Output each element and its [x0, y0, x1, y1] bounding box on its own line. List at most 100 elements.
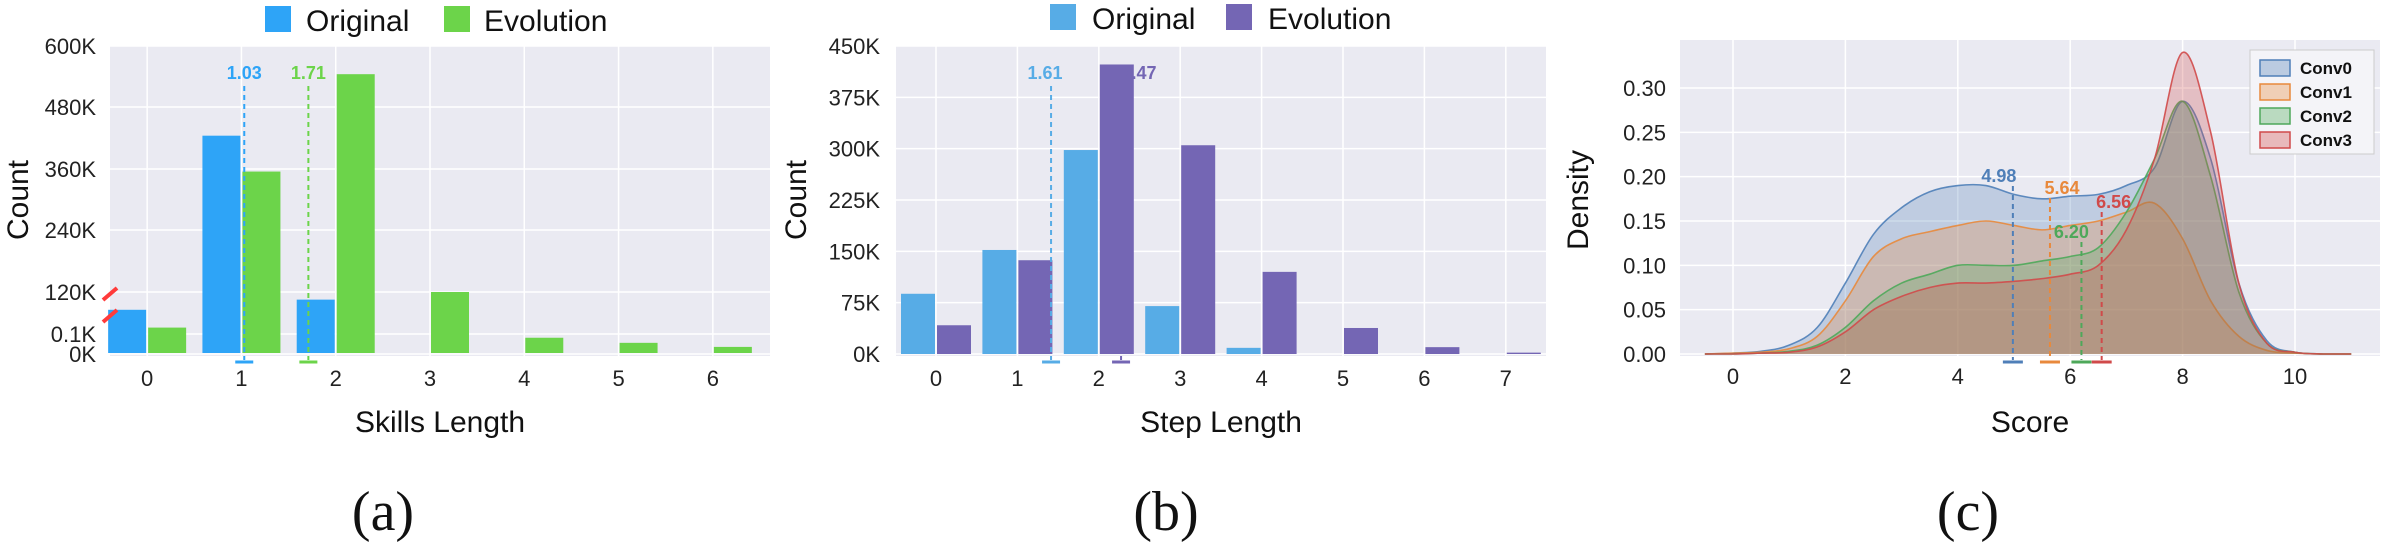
grid-c [1680, 40, 2380, 356]
legend-c: Conv0 Conv1 Conv2 Conv3 [2249, 49, 2375, 155]
y-tick-label: 375K [829, 85, 881, 110]
bar-original-2 [1063, 150, 1098, 354]
panel-b: 1.61 2.47 0K 75K 150K 225K 300K 375K 450K 0 1 2 3 4… [780, 3, 1546, 543]
y-axis-label-a: Count [2, 159, 35, 240]
grid-b [896, 45, 1546, 356]
x-ticks-a: 0 1 2 3 4 5 6 [141, 366, 719, 391]
legend-label-conv3: Conv3 [2300, 131, 2352, 150]
y-tick-label: 0.00 [1623, 342, 1666, 367]
y-ticks-c: 0.00 0.05 0.10 0.15 0.20 0.25 0.30 [1623, 76, 1666, 367]
bar-evolution-7 [1506, 352, 1541, 354]
mean-label: 6.56 [2096, 192, 2131, 212]
x-tick-label: 0 [930, 366, 942, 391]
panel-c: 4.98 5.64 6.20 6.56 0.00 0.05 0.10 0.15 0.20 0.2… [1562, 40, 2380, 543]
y-tick-label: 0.10 [1623, 253, 1666, 278]
bar-original-1 [202, 135, 241, 353]
x-tick-label: 3 [1174, 366, 1186, 391]
caption-c: (c) [1937, 481, 1999, 543]
y-ticks-a: 0K0.1K 120K 240K 360K 480K 600K [45, 34, 97, 367]
y-tick-label: 150K [829, 239, 881, 264]
legend-label-conv1: Conv1 [2300, 83, 2352, 102]
legend-label-original: Original [306, 5, 409, 38]
y-axis-label-c: Density [1562, 150, 1595, 250]
density-line-conv3 [1704, 51, 2352, 355]
x-tick-label: 7 [1500, 366, 1512, 391]
y-tick-label: 0K [69, 342, 96, 367]
x-ticks-b: 0 1 2 3 4 5 6 7 [930, 366, 1512, 391]
legend-swatch-evolution [444, 6, 470, 32]
bar-evolution-4 [525, 337, 564, 353]
caption-a: (a) [352, 481, 414, 543]
y-tick-label: 480K [45, 95, 97, 120]
bar-original-3 [1145, 306, 1180, 354]
bar-evolution-1 [1018, 260, 1053, 354]
bar-original-4 [1226, 347, 1261, 354]
x-tick-label: 6 [2064, 364, 2076, 389]
density-area-conv3 [1704, 52, 2352, 354]
y-tick-label: 75K [841, 291, 880, 316]
caption-b: (b) [1133, 481, 1198, 543]
y-tick-label: 450K [829, 34, 881, 59]
legend-label-conv0: Conv0 [2300, 59, 2352, 78]
x-tick-label: 2 [1839, 364, 1851, 389]
legend-swatch-original-b [1050, 4, 1076, 30]
y-ticks-b: 0K 75K 150K 225K 300K 375K 450K [829, 34, 881, 367]
bar-evolution-0 [937, 325, 971, 354]
density-line-conv2 [1704, 100, 2352, 355]
legend-swatch-conv0 [2259, 59, 2291, 77]
bar-evolution-2 [336, 74, 375, 353]
means-a: 1.03 1.71 [227, 63, 326, 364]
y-tick-label: 0.30 [1623, 76, 1666, 101]
x-tick-label: 6 [707, 366, 719, 391]
x-tick-label: 1 [235, 366, 247, 391]
bar-evolution-5 [619, 342, 658, 353]
y-tick-label: 0.15 [1623, 209, 1666, 234]
x-tick-label: 2 [1093, 366, 1105, 391]
legend-a: Original Evolution [265, 5, 607, 38]
means-b: 1.61 2.47 [1028, 63, 1157, 364]
x-axis-label-a: Skills Length [355, 406, 525, 439]
x-tick-label: 4 [1255, 366, 1267, 391]
mean-label: 1.71 [291, 63, 326, 83]
x-tick-label: 4 [518, 366, 530, 391]
bar-evolution-4 [1262, 271, 1297, 354]
density-areas [1704, 51, 2352, 355]
x-axis-label-b: Step Length [1140, 406, 1302, 439]
bar-original-0 [108, 309, 147, 353]
legend-b: Original Evolution [1050, 3, 1391, 36]
mean-label: 6.20 [2054, 222, 2089, 242]
mean-label: 4.98 [1981, 166, 2016, 186]
mean-label: 1.03 [227, 63, 262, 83]
y-tick-label: 0.1K [51, 322, 97, 347]
bar-evolution-5 [1344, 327, 1378, 354]
y-axis-label-b: Count [780, 159, 813, 240]
legend-label-evolution: Evolution [484, 5, 607, 38]
y-tick-label: 360K [45, 157, 97, 182]
panel-a: 1.03 1.71 0K0.1K 120K 240K 360K 480K 600K 0 1 2 3… [2, 5, 770, 543]
x-tick-label: 0 [141, 366, 153, 391]
y-tick-label: 225K [829, 188, 881, 213]
legend-swatch-original [265, 6, 291, 32]
x-tick-label: 5 [612, 366, 624, 391]
y-tick-label: 600K [45, 34, 97, 59]
bar-original-2 [296, 299, 335, 353]
x-tick-label: 6 [1418, 366, 1430, 391]
bar-original-1 [982, 249, 1017, 354]
x-tick-label: 8 [2176, 364, 2188, 389]
y-tick-label: 300K [829, 137, 881, 162]
legend-swatch-conv1 [2259, 83, 2291, 101]
legend-label-evolution-b: Evolution [1268, 3, 1391, 36]
mean-label: 2.47 [1122, 63, 1157, 83]
y-tick-label: 0.20 [1623, 165, 1666, 190]
y-tick-label: 0.25 [1623, 120, 1666, 145]
legend-label-original-b: Original [1092, 3, 1195, 36]
x-tick-label: 0 [1727, 364, 1739, 389]
bar-evolution-3 [1181, 145, 1216, 354]
x-tick-label: 3 [424, 366, 436, 391]
x-tick-label: 5 [1337, 366, 1349, 391]
y-tick-label: 0K [853, 342, 880, 367]
bar-evolution-3 [431, 292, 469, 353]
mean-label: 5.64 [2044, 178, 2079, 198]
legend-swatch-conv3 [2259, 131, 2291, 149]
